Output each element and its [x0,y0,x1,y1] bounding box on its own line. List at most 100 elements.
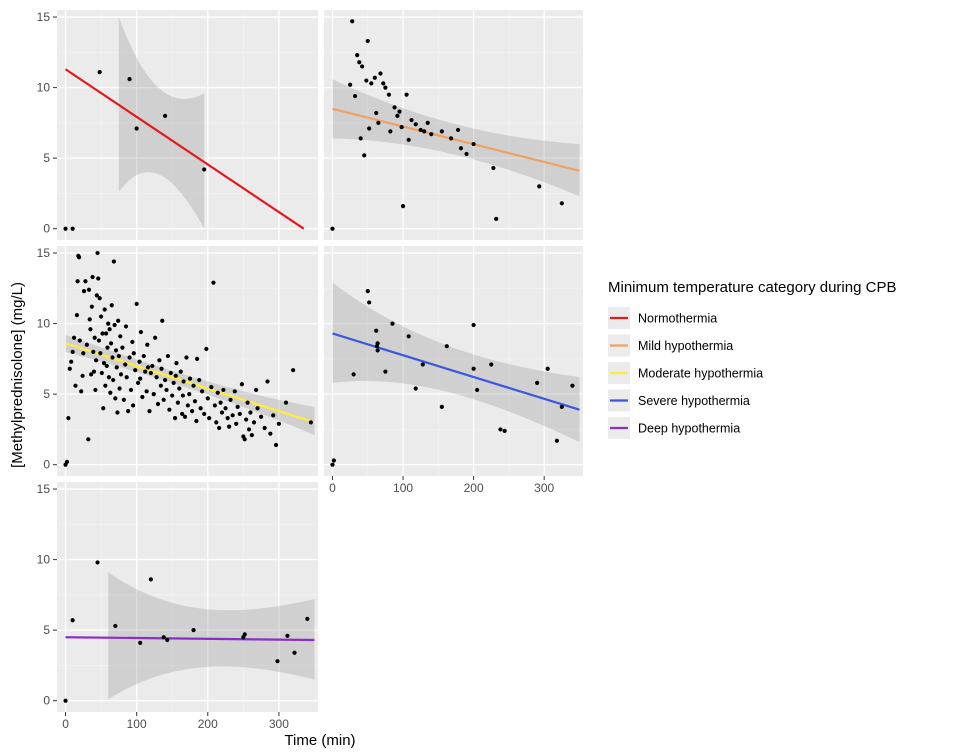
data-point [66,416,71,421]
data-point [70,618,75,623]
panel-background [324,246,583,476]
data-point [87,317,92,322]
data-point [144,389,149,394]
data-point [138,376,143,381]
panel-deep-hypothermia: 0 5 10 15 0 100 200 300 [37,482,318,731]
data-point [559,201,564,206]
data-point [374,110,379,116]
data-point [126,408,131,414]
data-point [255,406,260,411]
data-point [115,410,120,415]
legend-item-moderate-hypothermia: Moderate hypothermia [608,362,763,384]
data-point [161,635,166,640]
data-point [406,137,411,142]
data-point [164,387,169,393]
data-point [113,623,118,629]
fit-line-mild-hypothermia [332,107,580,172]
data-point [79,389,84,394]
data-point [118,334,123,339]
legend: Minimum temperature category during CPB … [608,279,896,439]
data-point [158,383,163,388]
data-point [97,69,102,75]
panel-normothermia: 0 5 10 15 [37,10,318,240]
data-point [127,355,132,360]
data-point [378,71,383,76]
data-point [74,313,80,318]
data-point [464,151,469,157]
y-tick-label: 15 [37,246,51,260]
data-point [101,406,106,411]
data-point [168,370,173,376]
data-point [308,420,313,425]
data-point [491,165,496,171]
data-point [545,366,550,371]
data-point [489,362,494,367]
data-point [182,414,188,419]
data-point [364,78,369,83]
data-point [114,365,119,370]
panel-background [324,10,583,240]
data-point [113,348,119,353]
data-point [180,393,185,398]
data-point [174,361,179,366]
data-point [67,366,72,371]
data-point [194,418,199,424]
data-point [234,421,239,426]
data-point [570,383,575,388]
data-point [73,383,78,388]
data-point [123,324,129,329]
data-point [367,300,372,305]
data-point [242,632,247,637]
data-point [357,60,362,65]
fit-line-normothermia [64,68,305,230]
data-point [237,411,242,417]
fit-line-deep-hypothermia [65,636,315,642]
data-point [91,349,96,354]
panel-background [57,10,318,240]
data-point [413,122,418,127]
data-point [399,125,404,130]
y-tick-label: 5 [43,387,50,401]
data-point [173,373,178,378]
data-point [535,380,540,385]
data-point [400,204,406,209]
data-point [265,379,270,384]
data-point [498,427,503,432]
data-point [81,351,86,356]
data-point [458,146,464,151]
data-point [138,640,143,645]
legend-item-deep-hypothermia: Deep hypothermia [608,417,740,439]
data-point [502,428,507,433]
confidence-band [65,334,315,436]
data-point [330,462,335,467]
legend-item-mild-hypothermia: Mild hypothermia [608,334,733,357]
legend-label: Moderate hypothermia [638,367,763,381]
data-point [187,376,193,381]
data-point [351,372,356,377]
confidence-band [108,572,315,700]
data-point [409,117,414,123]
data-point [127,77,132,82]
data-point [178,369,183,374]
data-point [429,132,434,137]
data-point [283,400,289,405]
data-point [221,387,226,393]
data-point [395,113,400,118]
data-point [140,394,145,400]
data-point [365,289,370,294]
data-point [191,628,196,633]
panel-severe-hypothermia: 0 100 200 300 [324,246,583,495]
data-point [369,81,374,86]
data-point [71,335,77,340]
data-point [375,348,380,353]
y-tick-label: 0 [43,458,50,472]
data-point [94,358,99,363]
fit-line-moderate-hypothermia [65,342,315,424]
data-point [214,420,219,425]
data-point [69,359,74,364]
data-point [90,274,95,280]
data-point [350,19,355,24]
data-point [116,318,121,323]
data-point [160,318,165,323]
